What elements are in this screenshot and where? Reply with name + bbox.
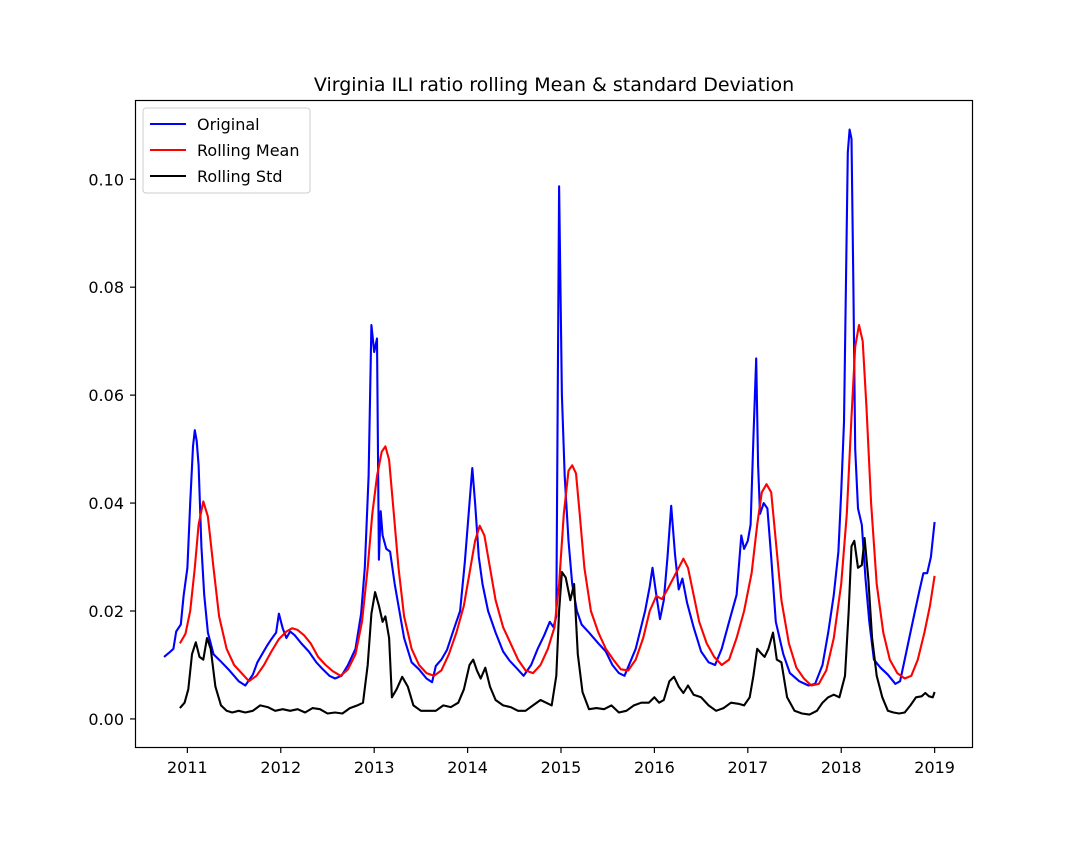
y-tick-label: 0.00 [88,710,124,729]
x-tick-label: 2015 [541,758,582,777]
x-tick-label: 2013 [354,758,395,777]
x-tick-label: 2016 [634,758,675,777]
series-line-rolling-std [179,537,936,716]
legend-label: Original [197,115,260,134]
x-tick-label: 2012 [260,758,301,777]
plot-lines [163,128,936,716]
x-tick-label: 2019 [914,758,955,777]
x-tick-label: 2017 [727,758,768,777]
series-line-original [163,128,936,687]
y-tick-label: 0.06 [88,386,124,405]
plot-area-frame [134,99,974,749]
y-axis: 0.00 0.02 0.04 0.06 0.08 0.10 [88,170,136,729]
y-tick-label: 0.10 [88,170,124,189]
y-tick-label: 0.02 [88,602,124,621]
legend: Original Rolling Mean Rolling Std [142,107,311,194]
series-line-rolling-mean [178,323,936,687]
y-tick-label: 0.04 [88,494,124,513]
x-axis: 2011 2012 2013 2014 2015 2016 2017 2018 2019 [167,747,955,777]
x-tick-label: 2014 [447,758,488,777]
legend-label: Rolling Std [197,167,283,186]
legend-label: Rolling Mean [197,141,300,160]
x-tick-label: 2011 [167,758,208,777]
legend-box [142,107,311,194]
y-tick-label: 0.08 [88,278,124,297]
x-tick-label: 2018 [821,758,862,777]
chart-title: Virginia ILI ratio rolling Mean & standa… [314,74,794,96]
